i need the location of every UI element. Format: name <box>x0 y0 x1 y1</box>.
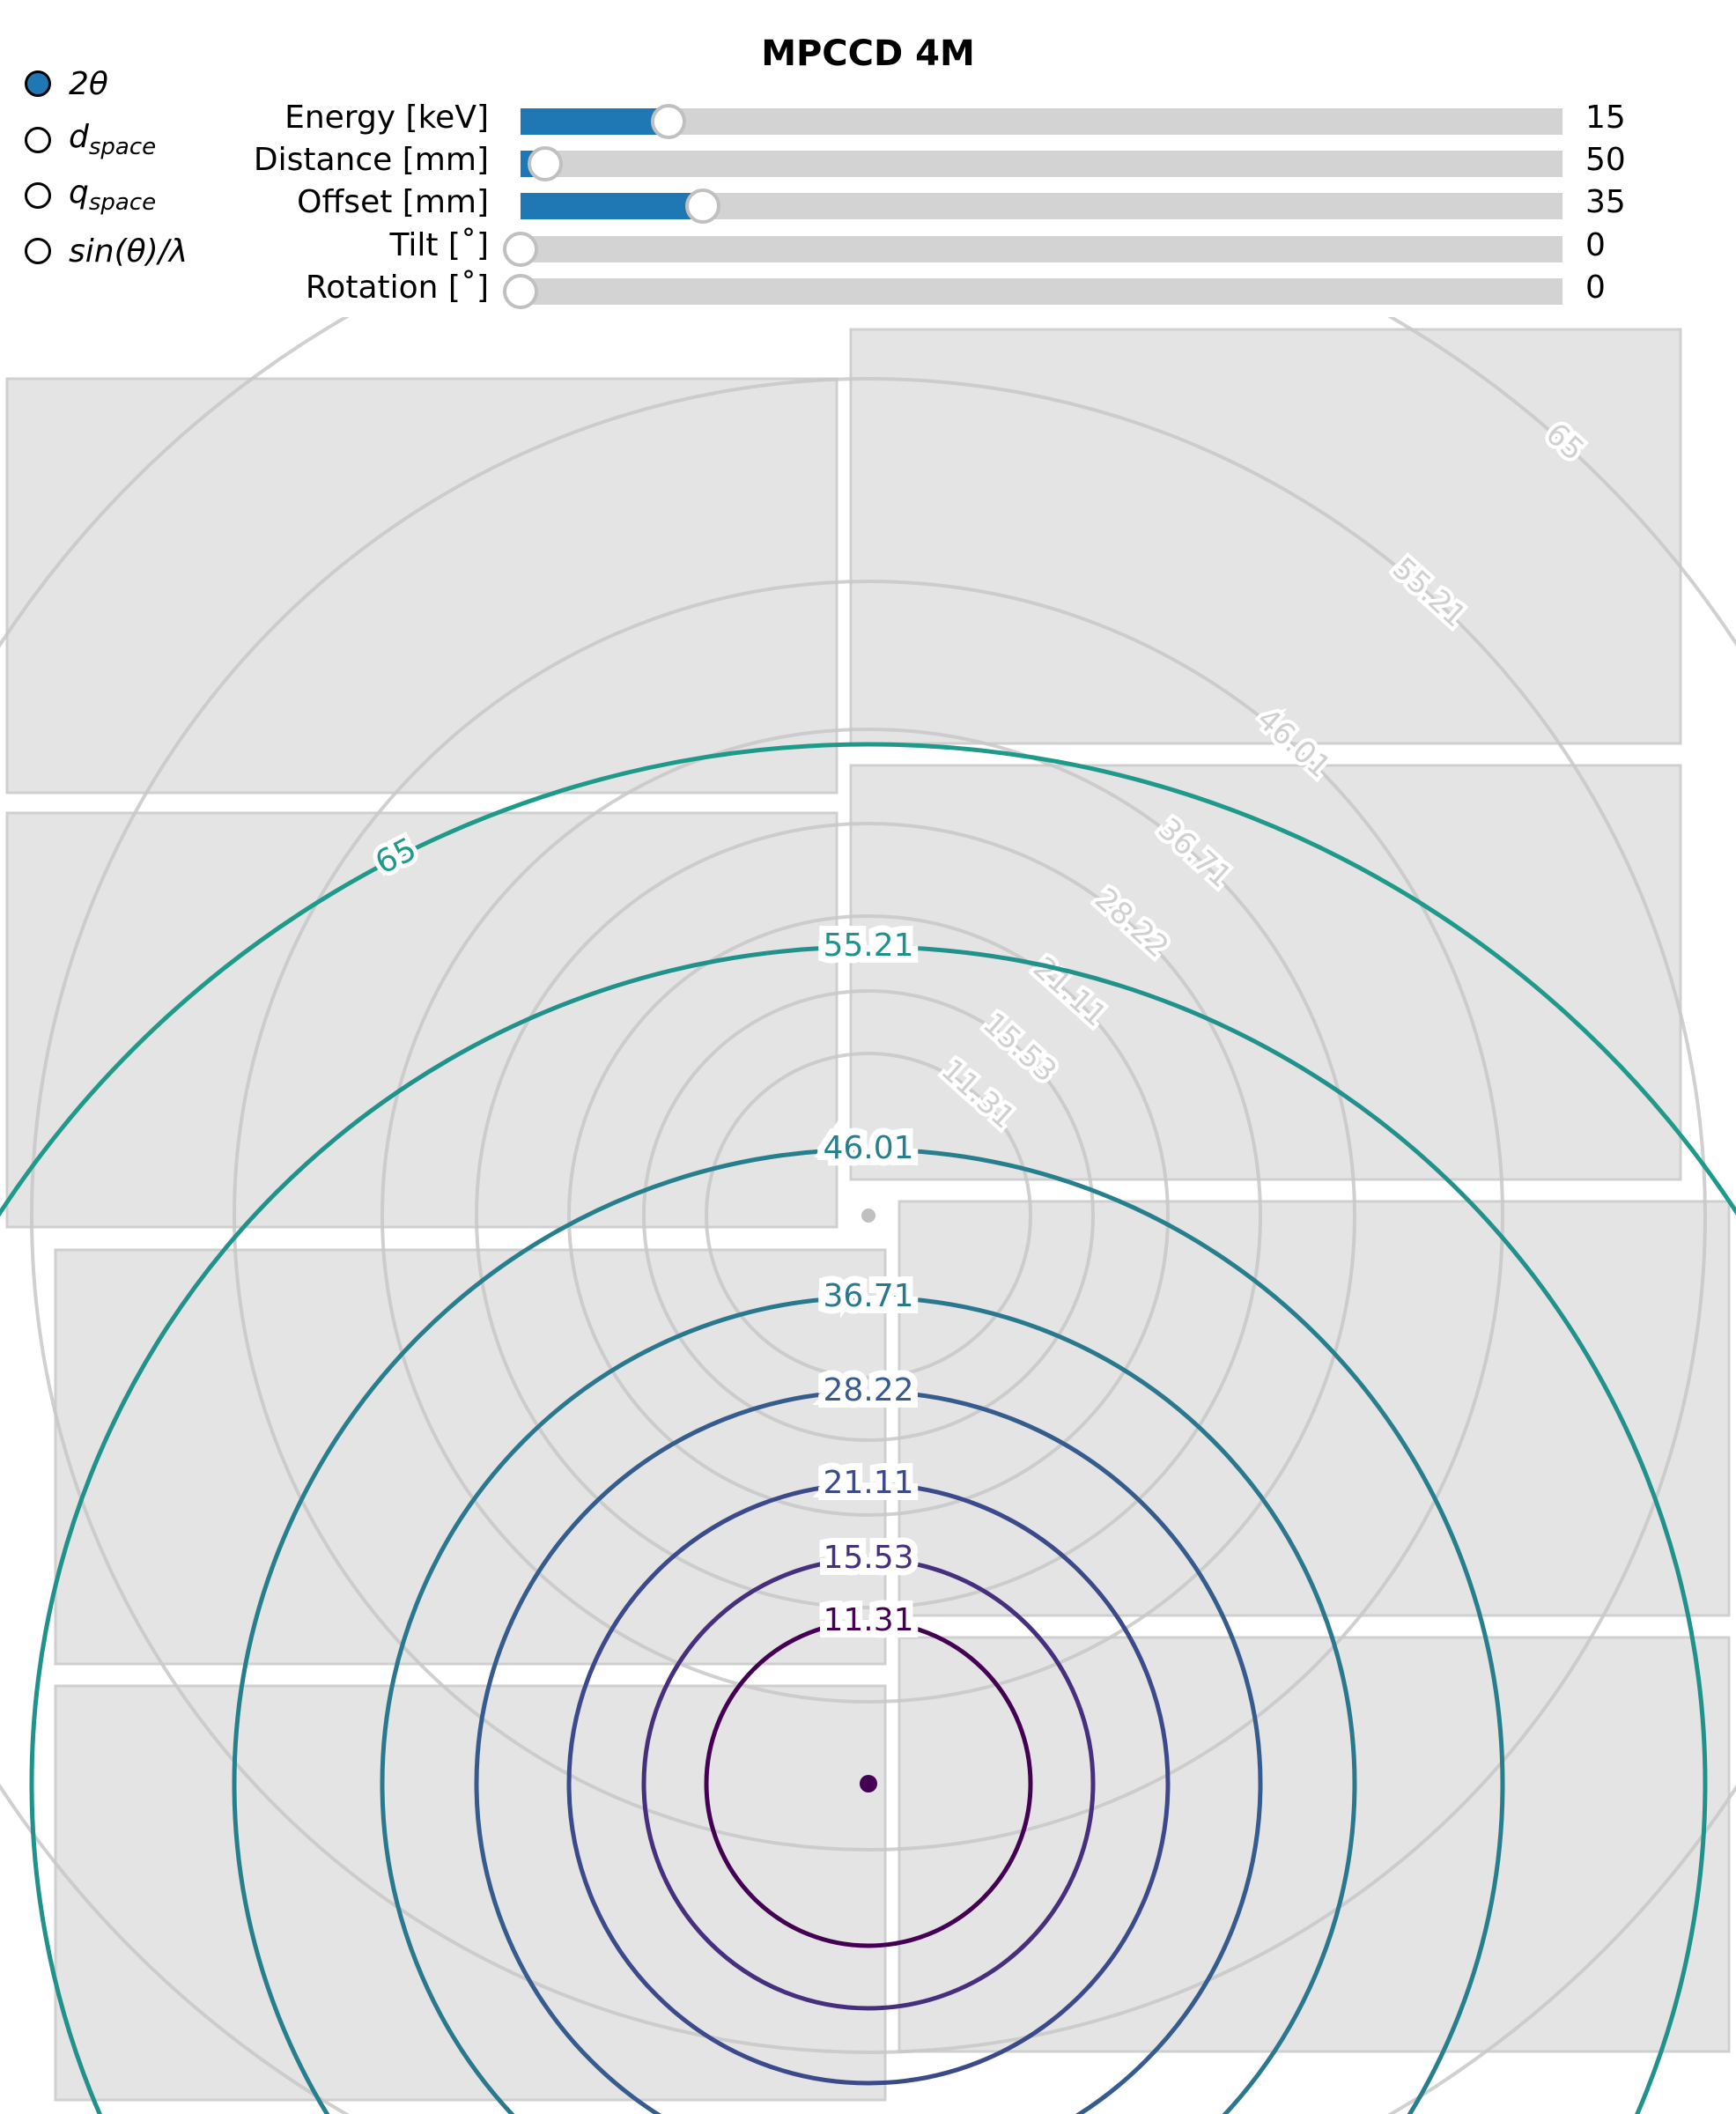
plot-title: MPCCD 4M <box>761 33 975 74</box>
rotation-slider-handle[interactable] <box>503 274 538 309</box>
ghost-ring-36.71 <box>380 728 1356 1704</box>
ring-36.71 <box>380 1295 1357 2114</box>
rotation-slider[interactable] <box>503 274 1562 309</box>
distance-slider-handle[interactable] <box>528 146 564 181</box>
ring-label-55.21: 55.21 <box>823 928 913 964</box>
ring-46.01 <box>232 1147 1505 2114</box>
tilt-label: Tilt [˚] <box>389 227 489 263</box>
energy-slider-fill <box>521 108 669 135</box>
energy-value: 15 <box>1585 100 1626 136</box>
radio-dspace[interactable]: dspace <box>25 119 156 161</box>
ring-65 <box>0 742 1736 1217</box>
radio-qspace-dot[interactable] <box>25 182 51 209</box>
ring-15.53 <box>641 1556 1096 2011</box>
ring-55.21 <box>29 944 1708 2114</box>
tilt-slider-handle[interactable] <box>503 232 538 267</box>
detector-panel-6 <box>849 764 1682 1181</box>
radio-sintheta-dot[interactable] <box>25 238 51 264</box>
ghost-ring-15.53 <box>642 989 1095 1442</box>
radio-dspace-label: dspace <box>69 119 157 161</box>
ring-label-11.31: 11.31 <box>823 1602 913 1638</box>
detector-panel-4 <box>54 1684 887 2102</box>
offset-slider-fill <box>521 193 704 219</box>
ring-11.31 <box>704 1619 1033 1948</box>
ring-28.22 <box>474 1389 1263 2114</box>
distance-label: Distance [mm] <box>253 142 489 178</box>
tilt-value: 0 <box>1585 227 1606 263</box>
rotation-label: Rotation [˚] <box>305 270 489 306</box>
ghost-ring-28.22 <box>475 822 1262 1609</box>
radio-qspace[interactable]: qspace <box>25 174 156 217</box>
radio-sintheta-label: sin(θ)/λ <box>69 233 188 270</box>
offset-slider-handle[interactable] <box>685 188 721 224</box>
distance-value: 50 <box>1585 142 1626 178</box>
ring-label-46.01: 46.01 <box>823 1130 913 1166</box>
energy-slider[interactable] <box>521 104 1562 139</box>
radio-qspace-label: qspace <box>69 174 157 217</box>
beam-center <box>860 1775 877 1792</box>
energy-slider-handle[interactable] <box>650 104 686 139</box>
ring-label-28.22: 28.22 <box>823 1372 913 1408</box>
ghost-beam-center <box>861 1209 875 1223</box>
ring-label-36.71: 36.71 <box>823 1278 913 1314</box>
tilt-slider[interactable] <box>503 232 1562 267</box>
ghost-ring-21.11 <box>567 914 1170 1517</box>
ghost-ring-46.01 <box>233 580 1504 1852</box>
distance-slider[interactable] <box>521 146 1562 181</box>
ring-label-15.53: 15.53 <box>823 1540 913 1576</box>
ghost-ring-55.21 <box>30 377 1707 2054</box>
radio-sintheta[interactable]: sin(θ)/λ <box>25 230 188 272</box>
ring-21.11 <box>566 1482 1171 2086</box>
radio-2theta-dot[interactable] <box>25 70 51 97</box>
offset-slider[interactable] <box>521 188 1562 224</box>
detector-panel-1 <box>5 377 838 795</box>
offset-value: 35 <box>1585 184 1626 220</box>
radio-2theta[interactable]: 2θ <box>25 63 108 105</box>
rotation-value: 0 <box>1585 270 1606 306</box>
energy-label: Energy [keV] <box>284 100 489 136</box>
ring-label-21.11: 21.11 <box>823 1465 913 1501</box>
ghost-ring-11.31 <box>705 1052 1032 1379</box>
offset-label: Offset [mm] <box>297 184 489 220</box>
radio-dspace-dot[interactable] <box>25 127 51 153</box>
radio-2theta-label: 2θ <box>69 65 108 102</box>
detector-plot[interactable]: 11.3115.5321.1128.2236.7146.0155.216511.… <box>0 317 1736 2114</box>
detector-panel-8 <box>898 1636 1731 2053</box>
detector-panel-5 <box>849 328 1682 745</box>
